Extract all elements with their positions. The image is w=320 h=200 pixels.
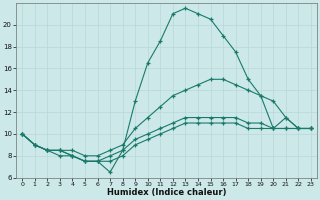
X-axis label: Humidex (Indice chaleur): Humidex (Indice chaleur): [107, 188, 226, 197]
